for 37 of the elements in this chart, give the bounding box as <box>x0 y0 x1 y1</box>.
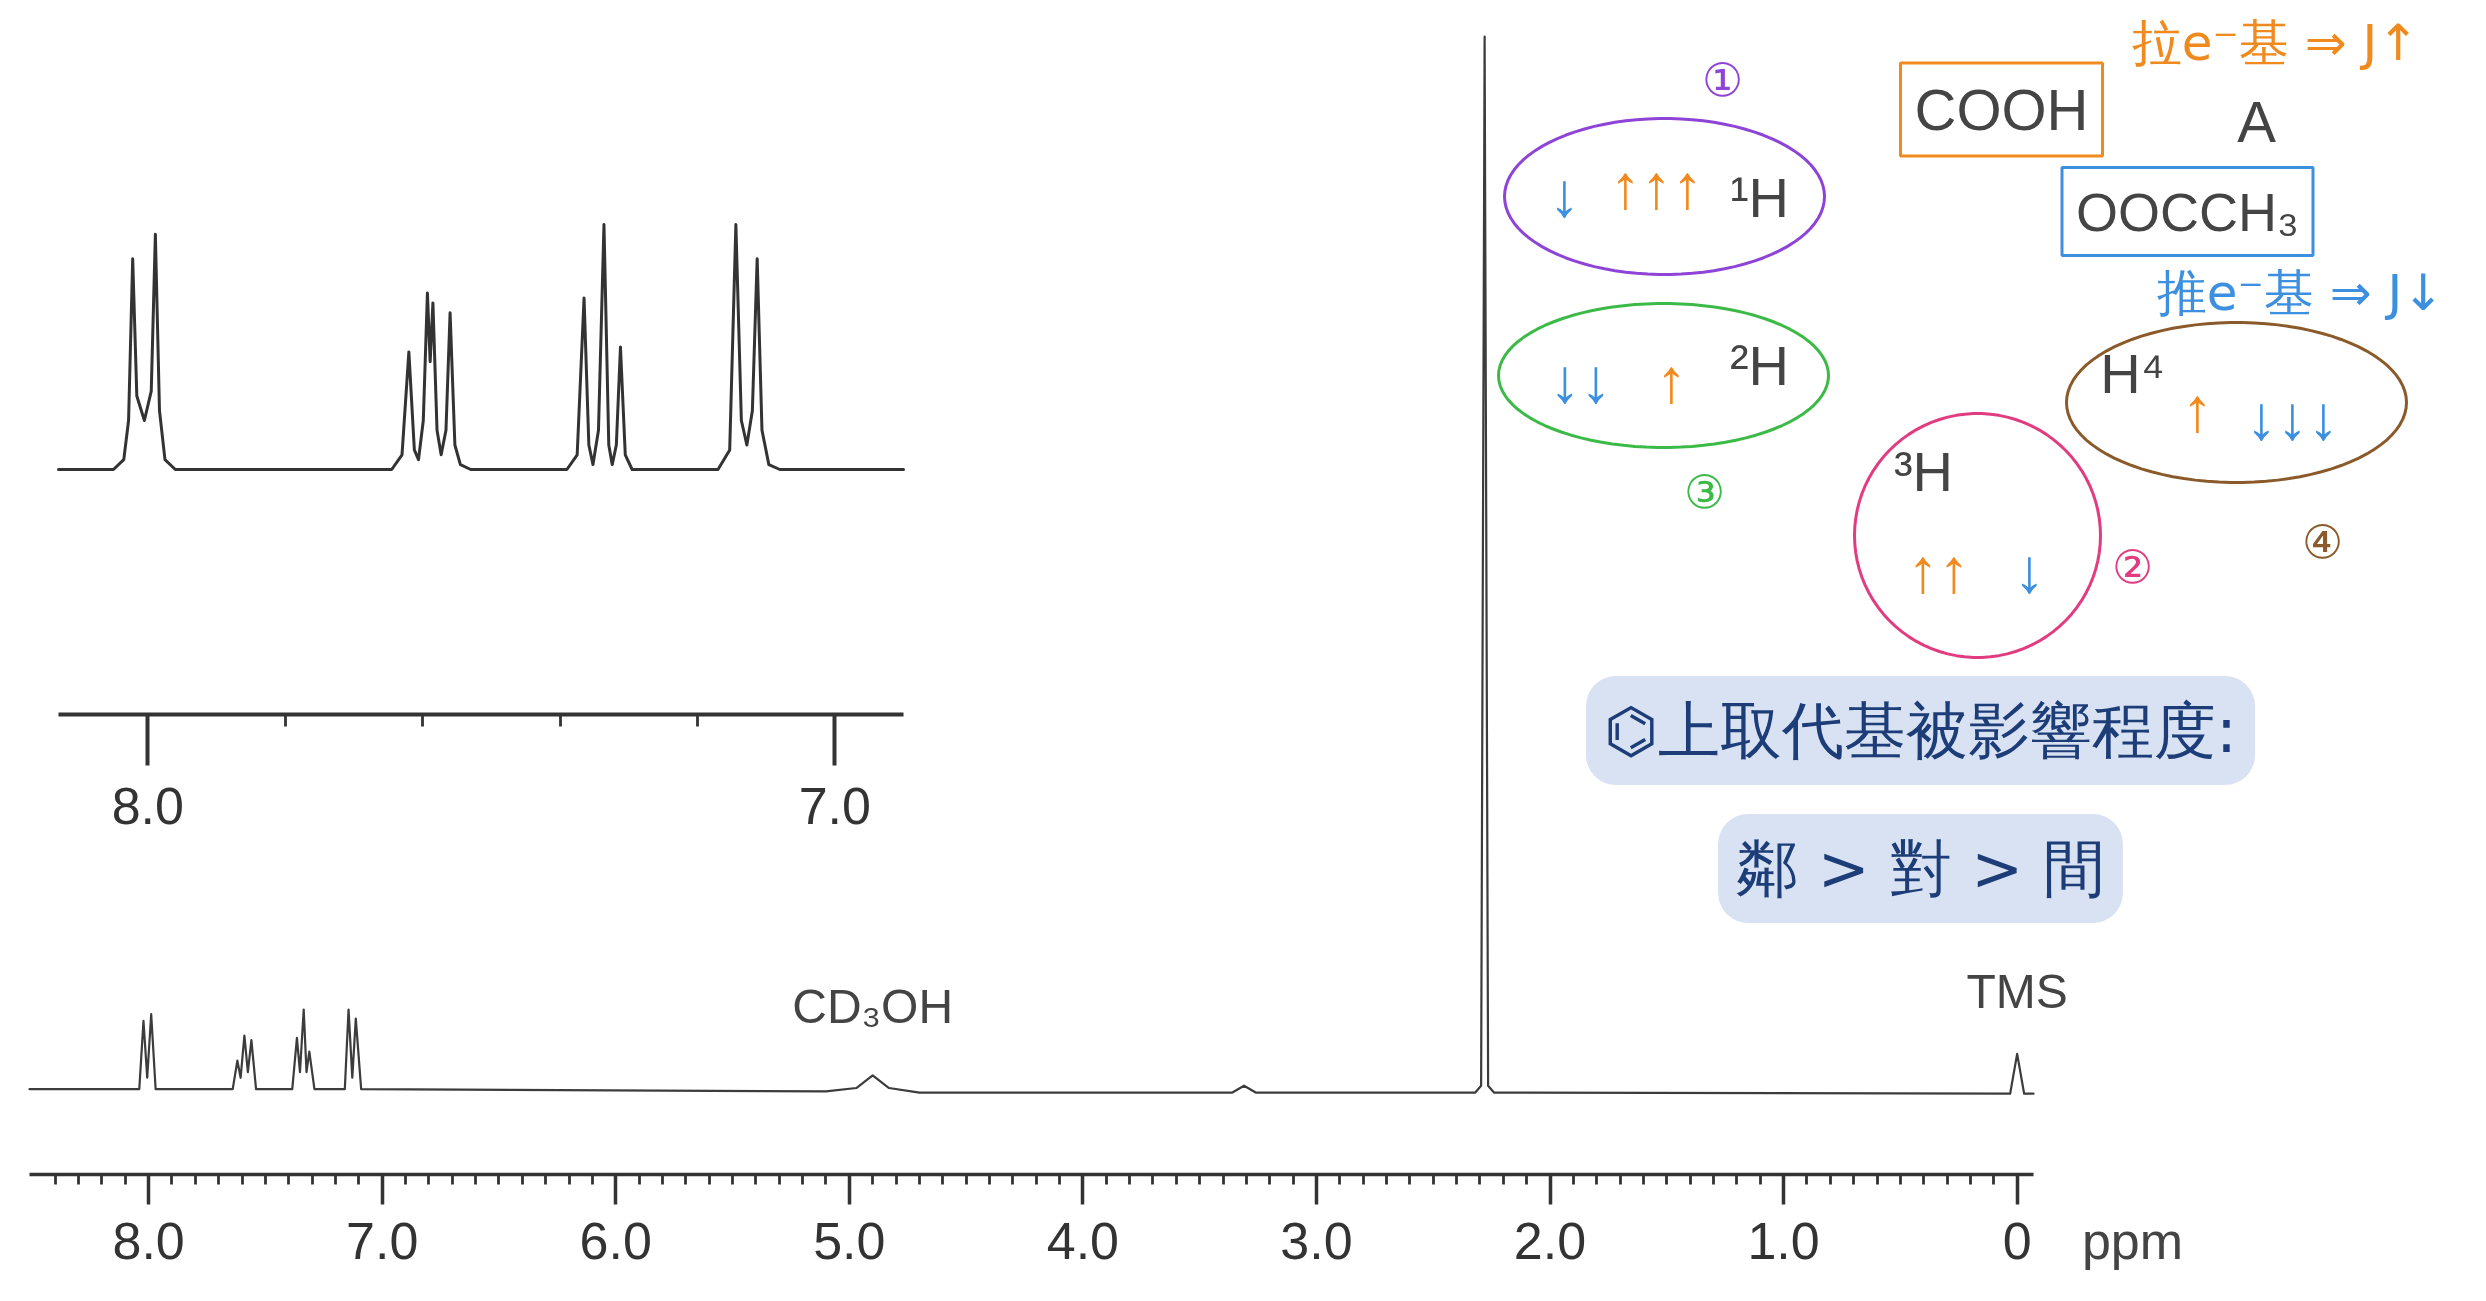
x-tick-label: 2.0 <box>1513 1211 1587 1270</box>
text: OOCCH₃ <box>2076 181 2300 242</box>
x-tick-label: 7.0 <box>798 776 871 835</box>
x-tick-label: 0 <box>2002 1211 2032 1270</box>
annotation: ⌬上取代基被影響程度: <box>1603 694 2238 767</box>
text: H⁴ <box>2100 342 2165 405</box>
text: 推e⁻基 ⇒ J↓ <box>2156 263 2445 322</box>
text: ↓↓↓ <box>2246 383 2339 452</box>
x-tick-label: 6.0 <box>579 1211 652 1270</box>
x-tick-label: 8.0 <box>112 1211 185 1270</box>
annotation: ③ <box>1683 464 1726 519</box>
text: ② <box>2111 539 2154 594</box>
annotation: CD₃OH <box>792 980 954 1034</box>
annotation: ↓↓ <box>1549 346 1612 415</box>
annotation: ↑↑↑ <box>1610 152 1703 221</box>
text: ④ <box>2301 514 2344 569</box>
text: 拉e⁻基 ⇒ J↑ <box>2131 13 2420 72</box>
annotation: COOH <box>1914 77 2089 142</box>
x-tick-label: 8.0 <box>111 776 184 835</box>
annotation: ³H <box>1893 440 1954 503</box>
text: A <box>2237 89 2277 154</box>
x-axis-title: ppm <box>2081 1211 2184 1270</box>
annotation: ↓ <box>2014 536 2045 605</box>
annotation: ↑↑ <box>1907 536 1970 605</box>
annotation: ① <box>1701 52 1744 107</box>
x-tick-label: 1.0 <box>1747 1211 1820 1270</box>
x-tick-label: 4.0 <box>1046 1211 1120 1270</box>
text: ↑ <box>2182 375 2213 444</box>
x-tick-label: 5.0 <box>813 1211 886 1270</box>
annotation: TMS <box>1966 964 2068 1018</box>
x-tick-label: 3.0 <box>1280 1211 1353 1270</box>
annotation: ↓ <box>1549 160 1580 229</box>
annotation: ²H <box>1729 334 1790 397</box>
annotation: ↑ <box>1656 346 1687 415</box>
x-tick-label: 7.0 <box>346 1211 419 1270</box>
annotation: 鄰 > 對 > 間 <box>1736 832 2105 905</box>
annotation: ¹H <box>1729 166 1790 229</box>
